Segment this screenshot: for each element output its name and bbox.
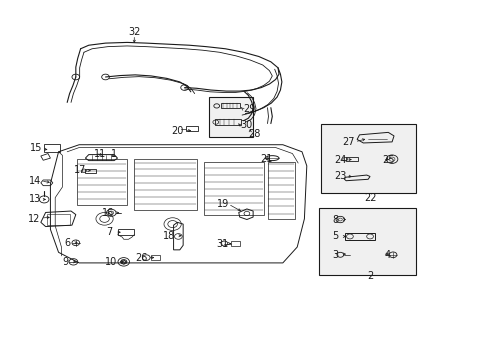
Text: 4: 4	[384, 250, 389, 260]
Text: 16: 16	[102, 208, 114, 218]
Text: 23: 23	[333, 171, 346, 181]
Text: 26: 26	[135, 253, 147, 262]
Text: 20: 20	[171, 126, 183, 136]
Text: 28: 28	[247, 129, 260, 139]
Bar	[231, 242, 239, 246]
Text: 1: 1	[111, 149, 117, 158]
Text: 21: 21	[259, 154, 272, 164]
Text: 22: 22	[363, 193, 376, 203]
Text: 17: 17	[74, 166, 86, 175]
Text: 32: 32	[128, 27, 140, 37]
Bar	[185, 126, 198, 131]
Text: 2: 2	[366, 271, 372, 281]
Bar	[321, 123, 415, 193]
Bar	[220, 103, 239, 108]
Text: 8: 8	[332, 215, 338, 225]
Bar	[267, 162, 295, 219]
Text: 25: 25	[381, 154, 394, 165]
Bar	[208, 97, 253, 137]
Text: 12: 12	[28, 214, 41, 224]
Text: 15: 15	[30, 143, 42, 153]
Bar	[85, 169, 96, 173]
Text: 27: 27	[342, 137, 354, 147]
Text: 13: 13	[28, 194, 41, 204]
Text: 3: 3	[332, 250, 338, 260]
Bar	[203, 162, 263, 215]
Bar	[345, 233, 374, 240]
Text: 5: 5	[332, 231, 338, 242]
Bar	[318, 207, 415, 275]
Text: 31: 31	[216, 239, 228, 248]
Bar	[47, 214, 70, 225]
Text: 6: 6	[64, 238, 71, 248]
Text: 7: 7	[106, 227, 112, 237]
Text: 9: 9	[62, 257, 68, 267]
Bar	[134, 159, 196, 210]
Text: 14: 14	[28, 176, 41, 186]
Bar	[151, 256, 160, 260]
Text: 24: 24	[333, 154, 346, 165]
Bar	[214, 119, 241, 125]
Bar	[346, 157, 357, 161]
Text: 18: 18	[163, 231, 175, 241]
Text: 10: 10	[105, 257, 117, 267]
Text: 29: 29	[243, 104, 255, 114]
Text: 19: 19	[217, 199, 229, 209]
Bar	[44, 144, 60, 152]
Bar	[77, 159, 127, 205]
Bar	[117, 229, 134, 235]
Text: 30: 30	[239, 120, 251, 130]
Text: 11: 11	[94, 149, 106, 158]
